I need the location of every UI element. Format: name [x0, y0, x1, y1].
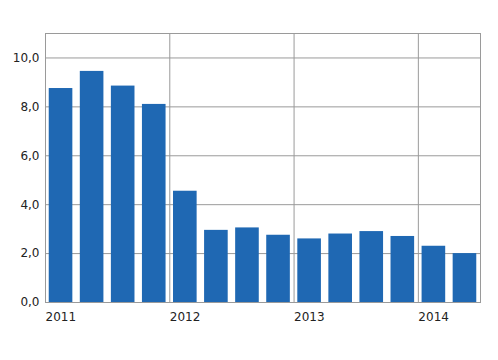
svg-text:2014: 2014 — [418, 310, 449, 324]
svg-text:10,0: 10,0 — [13, 51, 40, 65]
svg-text:4,0: 4,0 — [20, 198, 39, 212]
svg-text:6,0: 6,0 — [20, 149, 39, 163]
svg-text:2012: 2012 — [170, 310, 201, 324]
svg-text:2013: 2013 — [294, 310, 325, 324]
svg-text:0,0: 0,0 — [20, 295, 39, 309]
svg-text:8,0: 8,0 — [20, 100, 39, 114]
svg-text:2,0: 2,0 — [20, 246, 39, 260]
svg-text:2011: 2011 — [46, 310, 77, 324]
